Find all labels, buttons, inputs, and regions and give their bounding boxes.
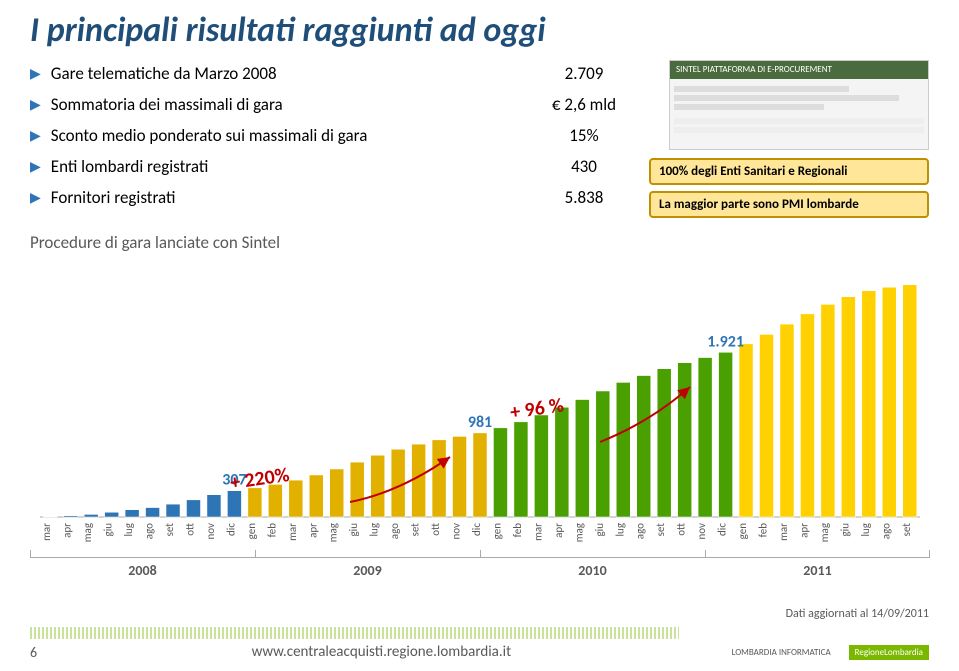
svg-text:feb: feb xyxy=(265,523,278,538)
svg-text:mar: mar xyxy=(531,523,544,541)
svg-text:lug: lug xyxy=(859,523,872,536)
logo-regione-lombardia: RegioneLombardia xyxy=(849,645,929,660)
logo-lombardia-informatica: LOMBARDIA INFORMATICA xyxy=(726,645,837,660)
bullet-marker-icon: ▶ xyxy=(30,189,41,206)
svg-text:nov: nov xyxy=(450,523,463,540)
year-label: 2009 xyxy=(255,557,480,579)
bullet-value: € 2,6 mld xyxy=(539,94,629,115)
decorative-band xyxy=(30,627,679,639)
svg-text:1.921: 1.921 xyxy=(707,332,744,351)
year-label: 2008 xyxy=(30,557,255,579)
bullet-marker-icon: ▶ xyxy=(30,65,41,82)
svg-text:ott: ott xyxy=(675,523,688,536)
svg-text:lug: lug xyxy=(368,523,381,536)
svg-text:lug: lug xyxy=(122,523,135,536)
bullet-row: ▶ Sconto medio ponderato sui massimali d… xyxy=(30,125,629,146)
svg-text:apr: apr xyxy=(61,523,74,538)
svg-text:feb: feb xyxy=(511,523,524,538)
svg-text:mag: mag xyxy=(818,523,831,542)
bullet-label: Enti lombardi registrati xyxy=(51,156,539,177)
svg-text:giu: giu xyxy=(838,523,851,537)
year-label: 2011 xyxy=(705,557,930,579)
svg-text:nov: nov xyxy=(204,523,217,540)
svg-text:apr: apr xyxy=(306,523,319,538)
svg-text:set: set xyxy=(409,523,422,537)
svg-text:set: set xyxy=(163,523,176,537)
svg-text:mag: mag xyxy=(327,523,340,542)
svg-text:ago: ago xyxy=(143,523,156,539)
svg-text:ott: ott xyxy=(183,523,196,536)
bullet-value: 2.709 xyxy=(539,63,629,84)
bullet-row: ▶ Sommatoria dei massimali di gara € 2,6… xyxy=(30,94,629,115)
svg-text:981: 981 xyxy=(468,413,492,432)
svg-text:ago: ago xyxy=(388,523,401,539)
svg-text:feb: feb xyxy=(757,523,770,538)
bullet-value: 5.838 xyxy=(539,187,629,208)
svg-text:lug: lug xyxy=(613,523,626,536)
svg-text:set: set xyxy=(900,523,913,537)
svg-text:gen: gen xyxy=(245,523,258,540)
bullet-list: ▶ Gare telematiche da Marzo 2008 2.709▶ … xyxy=(30,63,629,224)
screenshot-thumbnail: SINTEL PIATTAFORMA DI E-PROCUREMENT xyxy=(669,60,929,150)
chart-title: Procedure di gara lanciate con Sintel xyxy=(30,232,929,253)
screenshot-title: SINTEL PIATTAFORMA DI E-PROCUREMENT xyxy=(670,61,928,79)
page-number: 6 xyxy=(30,644,37,661)
svg-text:mar: mar xyxy=(40,523,53,541)
svg-text:dic: dic xyxy=(716,523,729,536)
svg-text:ott: ott xyxy=(429,523,442,536)
bullet-value: 15% xyxy=(539,125,629,146)
svg-text:mar: mar xyxy=(777,523,790,541)
bullet-row: ▶ Gare telematiche da Marzo 2008 2.709 xyxy=(30,63,629,84)
bullet-marker-icon: ▶ xyxy=(30,127,41,144)
svg-text:giu: giu xyxy=(102,523,115,537)
svg-text:gen: gen xyxy=(736,523,749,540)
bullet-row: ▶ Fornitori registrati 5.838 xyxy=(30,187,629,208)
svg-text:mag: mag xyxy=(572,523,585,542)
svg-text:gen: gen xyxy=(490,523,503,540)
bullet-row: ▶ Enti lombardi registrati 430 xyxy=(30,156,629,177)
footer-url: www.centraleacquisti.regione.lombardia.i… xyxy=(37,643,726,661)
svg-text:nov: nov xyxy=(695,523,708,540)
svg-text:mag: mag xyxy=(81,523,94,542)
callout-box: 100% degli Enti Sanitari e Regionali xyxy=(649,158,929,185)
year-label: 2010 xyxy=(480,557,705,579)
bar-chart: maraprmaggiulugagosetottnovdicgenfebmara… xyxy=(30,257,930,557)
svg-text:giu: giu xyxy=(347,523,360,537)
bullet-label: Gare telematiche da Marzo 2008 xyxy=(51,63,539,84)
bullet-value: 430 xyxy=(539,156,629,177)
svg-text:set: set xyxy=(654,523,667,537)
page-title: I principali risultati raggiunti ad oggi xyxy=(30,10,929,51)
svg-text:dic: dic xyxy=(470,523,483,536)
svg-text:ago: ago xyxy=(879,523,892,539)
bullet-label: Sommatoria dei massimali di gara xyxy=(51,94,539,115)
bullet-label: Sconto medio ponderato sui massimali di … xyxy=(51,125,539,146)
bullet-marker-icon: ▶ xyxy=(30,158,41,175)
callout-box: La maggior parte sono PMI lombarde xyxy=(649,191,929,218)
svg-text:dic: dic xyxy=(224,523,237,536)
svg-text:giu: giu xyxy=(593,523,606,537)
svg-text:apr: apr xyxy=(797,523,810,538)
svg-text:mar: mar xyxy=(286,523,299,541)
svg-text:ago: ago xyxy=(634,523,647,539)
update-note: Dati aggiornati al 14/09/2011 xyxy=(786,607,929,621)
bullet-marker-icon: ▶ xyxy=(30,96,41,113)
svg-text:apr: apr xyxy=(552,523,565,538)
bullet-label: Fornitori registrati xyxy=(51,187,539,208)
